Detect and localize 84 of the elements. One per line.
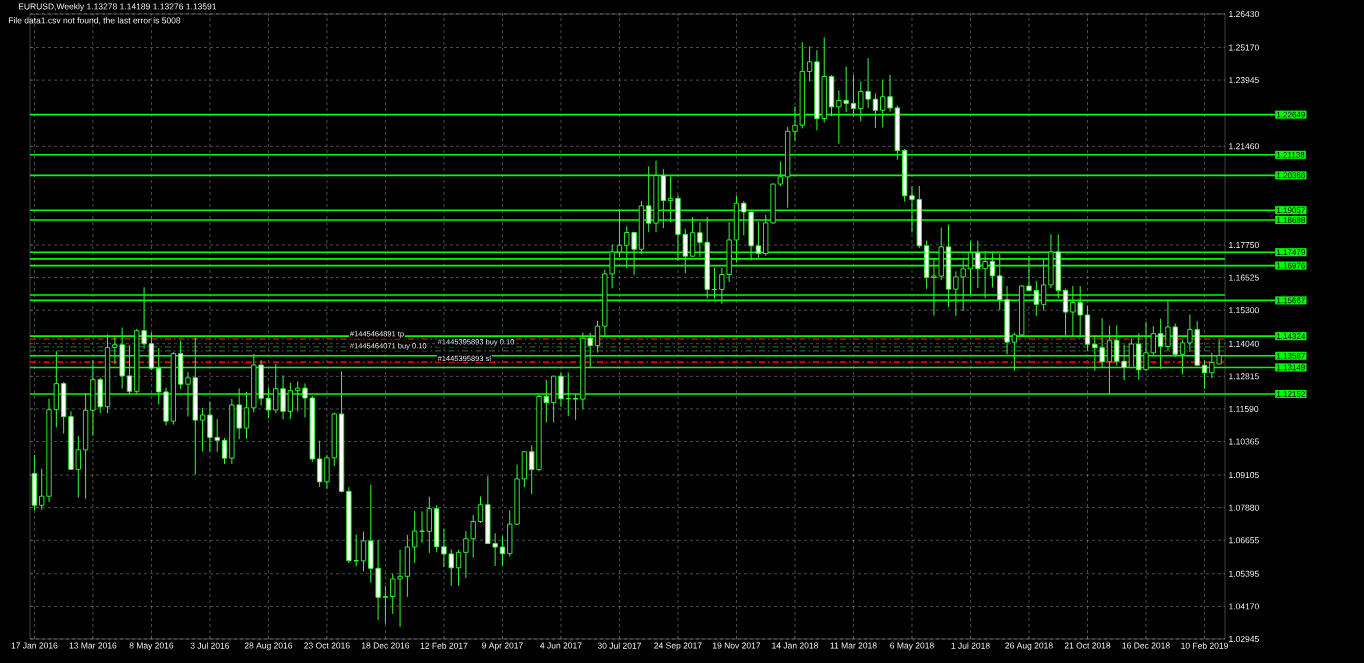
ref-line-label: 1.15667 [1277, 297, 1305, 304]
x-tick-label: 13 Mar 2016 [69, 642, 117, 649]
ref-line-label: 1.22649 [1277, 111, 1305, 118]
candlestick [499, 535, 506, 567]
y-tick-label: 1.07880 [1229, 504, 1259, 511]
candlestick [287, 382, 294, 420]
candlestick [455, 549, 462, 587]
candlestick [1062, 288, 1069, 337]
candlestick [126, 344, 133, 395]
x-tick-label: 26 Aug 2018 [1005, 642, 1053, 651]
x-tick-label: 10 Feb 2019 [1181, 642, 1228, 649]
y-tick-label: 1.23945 [1229, 77, 1259, 84]
x-tick-label: 8 May 2016 [129, 642, 174, 651]
ref-line-label: 1.21138 [1277, 151, 1305, 158]
candlestick [594, 320, 601, 353]
x-tick-label: 3 Jul 2016 [190, 642, 230, 649]
ref-line-label: 1.20366 [1277, 172, 1305, 179]
y-tick-label: 1.09105 [1229, 472, 1259, 479]
ref-line-label: 1.18688 [1277, 217, 1305, 223]
y-tick-label: 1.06655 [1229, 537, 1259, 544]
ref-line-label: 1.16976 [1277, 262, 1305, 269]
candlestick [872, 93, 879, 129]
candlestick [850, 74, 857, 117]
candlestick [777, 160, 783, 187]
candlestick [1128, 337, 1135, 369]
y-tick-label: 1.12815 [1229, 373, 1259, 380]
candlestick [989, 251, 996, 289]
x-tick-label: 30 Jul 2017 [597, 642, 641, 649]
x-tick-label: 9 Apr 2017 [482, 642, 523, 651]
chart-title: EURUSD,Weekly 1.13278 1.14189 1.13276 1.13591 [18, 3, 217, 12]
candlestick [477, 495, 484, 524]
candlestick [616, 208, 623, 258]
x-tick-label: 1 Jul 2018 [951, 642, 990, 649]
y-tick-label: 1.02945 [1229, 635, 1259, 642]
candlestick [265, 386, 272, 419]
x-tick-label: 21 Oct 2018 [1064, 642, 1111, 649]
y-tick-label: 1.16525 [1229, 274, 1259, 281]
candlestick [382, 585, 389, 625]
x-tick-label: 14 Jan 2018 [772, 642, 818, 649]
candlestick [1106, 325, 1113, 395]
candlestick [967, 240, 974, 295]
y-tick-label: 1.04170 [1229, 603, 1259, 610]
candlestick [689, 216, 696, 258]
ref-line-label: 1.17479 [1277, 249, 1305, 256]
candlestick [1179, 339, 1186, 375]
ref-line-label: 1.19057 [1277, 207, 1305, 214]
candlestick [316, 440, 323, 488]
ref-line-label: 1.14324 [1277, 333, 1306, 339]
x-tick-label: 17 Jan 2016 [11, 642, 58, 649]
candlestick [1201, 359, 1208, 390]
ref-line-label: 1.13149 [1277, 364, 1305, 371]
y-tick-label: 1.14040 [1229, 340, 1259, 347]
ref-line-label: 1.12152 [1277, 391, 1305, 397]
y-tick-label: 1.05395 [1229, 570, 1259, 577]
x-tick-label: 16 Dec 2018 [1122, 642, 1170, 649]
candlestick [199, 407, 206, 452]
y-tick-label: 1.25170 [1229, 44, 1259, 51]
y-tick-label: 1.10365 [1229, 438, 1259, 445]
y-tick-label: 1.26430 [1229, 10, 1259, 17]
x-tick-label: 24 Sep 2017 [654, 642, 702, 651]
x-tick-label: 12 Feb 2017 [420, 642, 468, 649]
candlestick [668, 175, 674, 223]
candlestick [1040, 259, 1047, 311]
annotation: File data1.csv not found, the last error is 5008 [8, 17, 181, 25]
ref-line-label: 1.13587 [1277, 352, 1305, 359]
candlestick [806, 45, 813, 82]
x-tick-label: 19 Nov 2017 [713, 642, 761, 649]
candlestick [1011, 332, 1018, 372]
x-tick-label: 23 Oct 2016 [304, 642, 350, 649]
candlestick [360, 531, 367, 572]
candlestick [755, 221, 762, 259]
candlestick [221, 437, 228, 465]
x-tick-label: 4 Jun 2017 [540, 642, 582, 649]
y-tick-label: 1.11590 [1229, 405, 1259, 412]
x-tick-label: 28 Aug 2016 [244, 642, 293, 651]
candlestick [1157, 318, 1164, 370]
y-tick-label: 1.17750 [1229, 241, 1259, 248]
x-tick-label: 18 Dec 2016 [361, 642, 410, 649]
x-tick-label: 11 Mar 2018 [830, 642, 877, 649]
candlestick [243, 391, 250, 440]
y-tick-label: 1.15300 [1229, 307, 1259, 314]
y-tick-label: 1.21460 [1229, 143, 1259, 150]
candlestick [572, 393, 579, 421]
x-tick-label: 6 May 2018 [890, 642, 934, 651]
